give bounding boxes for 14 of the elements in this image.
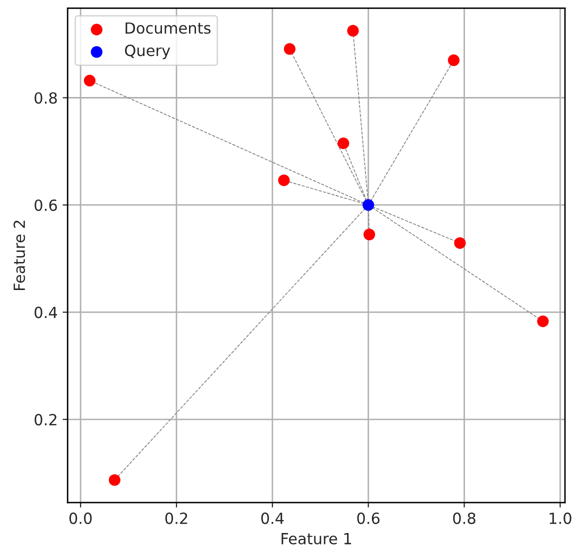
y-tick-label: 0.6 [34,199,57,211]
x-tick-label: 1.0 [550,512,572,524]
x-tick-label: 0.6 [357,512,380,524]
legend-label: Documents [126,22,211,34]
x-axis-title: Feature 1 [282,533,352,544]
y-axis-title: Feature 2 [14,220,26,290]
legend-label: Query [125,44,170,60]
x-tick-label: 0.4 [261,512,284,524]
x-tick-label: 0.0 [69,512,92,524]
x-tick-label: 0.8 [453,512,476,524]
x-tick-label: 0.2 [165,512,188,524]
y-tick-label: 0.2 [34,414,56,426]
y-tick-label: 0.4 [34,306,58,318]
y-tick-label: 0.8 [34,92,57,104]
